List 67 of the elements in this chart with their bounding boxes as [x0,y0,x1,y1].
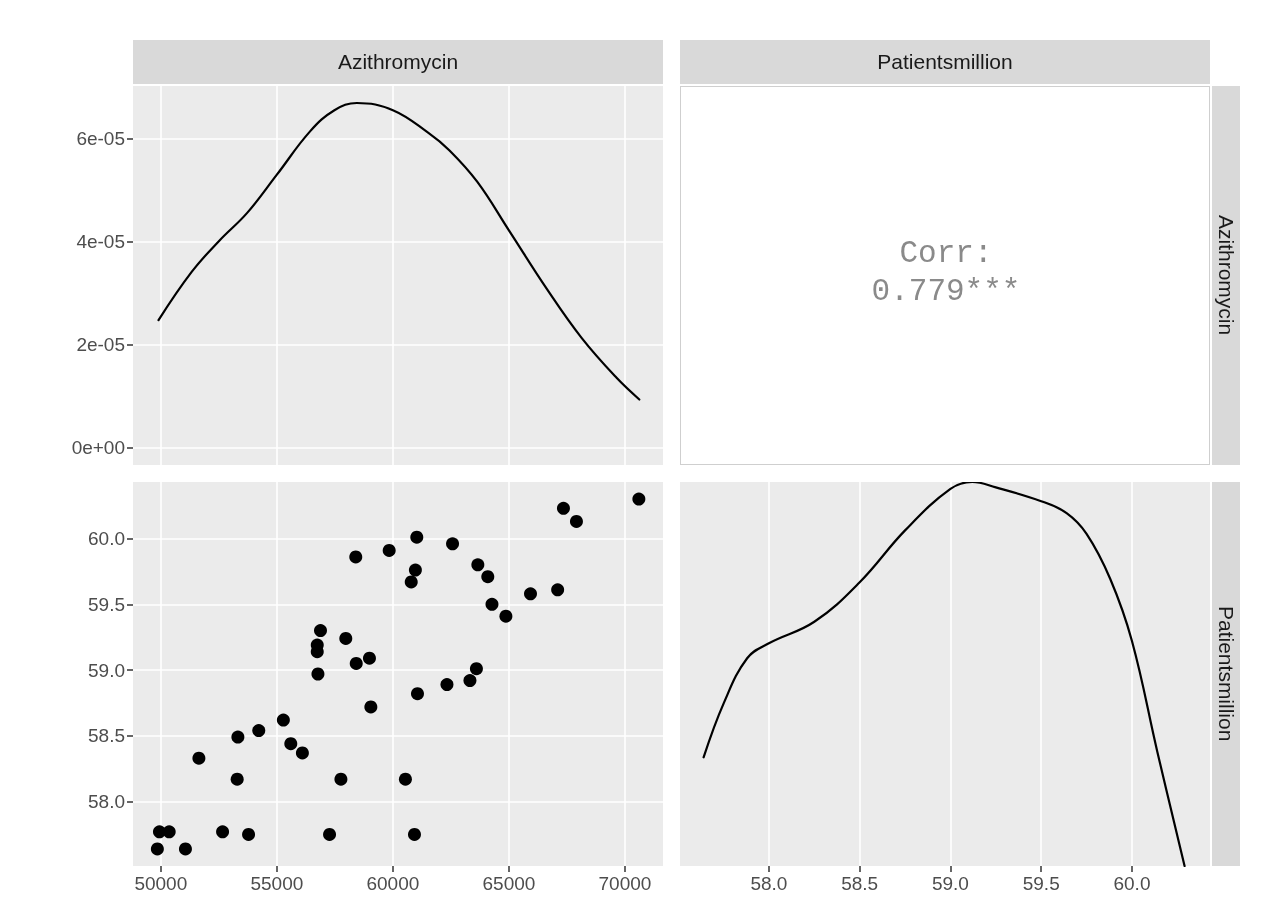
text: Patientsmillion [680,40,1210,84]
x-tick-label: 58.5 [841,873,879,894]
point [446,537,460,551]
text: Azithromycin [1212,86,1240,465]
point [362,651,376,665]
point [231,730,245,744]
x-tick-label: 65000 [482,873,536,894]
x-tick-label: 70000 [598,873,652,894]
chart-title: Azithromycin [133,40,663,84]
point [411,687,424,701]
x-tick-label: 55000 [250,873,304,894]
point [440,678,454,692]
point [410,530,424,544]
point [230,772,244,786]
point [382,543,396,557]
y-tick-label: 60.0 [88,528,125,550]
x-tick-label: 60.0 [1113,873,1151,894]
y-tick-label: 0e+00 [71,437,125,459]
point [398,772,412,786]
x-tick-label: 59.0 [931,873,969,894]
point [339,632,353,645]
point [349,550,363,564]
point [463,674,477,688]
point [323,827,337,841]
y-tick-label: 2e-05 [76,334,125,356]
y-tick-label: 58.5 [88,725,125,747]
point [408,563,422,577]
y2-axis-title: Patientsmillion [1212,482,1240,866]
point [569,514,583,528]
point [524,587,537,601]
text: Corr: [899,235,993,271]
point [632,492,646,506]
point [485,597,499,611]
y-tick-label: 4e-05 [76,231,125,253]
y-tick-label: 59.5 [88,593,125,615]
point [192,751,206,765]
point [499,609,513,623]
point [295,746,309,760]
x-tick-label: 60000 [366,873,420,894]
y-tick-label: 6e-05 [76,128,125,150]
point [471,558,485,572]
point [349,656,363,670]
point [242,827,256,841]
point [276,713,290,727]
point [364,700,378,714]
point [314,624,327,638]
point [216,825,230,839]
point [404,575,418,589]
point [252,724,266,738]
line-series [157,101,641,401]
point [407,827,421,841]
point [311,667,325,681]
x-tick-label: 59.5 [1022,873,1060,894]
point [284,737,298,751]
point [150,842,164,856]
x-tick-label: 58.0 [750,873,788,894]
point [178,842,192,856]
point [334,772,348,786]
y-tick-label: 59.0 [88,659,125,681]
text: 0.779*** [871,273,1021,309]
point [162,825,176,839]
point [469,662,483,676]
y-tick-label: 58.0 [88,791,125,813]
x-tick-label: 50000 [134,873,188,894]
point [551,583,565,597]
point [481,570,495,584]
point [556,501,570,515]
